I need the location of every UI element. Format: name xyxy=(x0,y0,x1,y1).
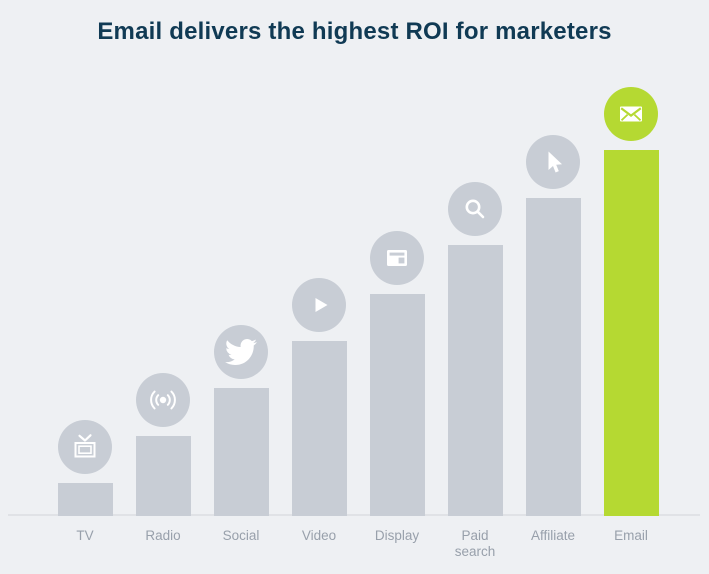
bar-affiliate xyxy=(525,198,581,516)
chart-column-video xyxy=(280,278,358,516)
category-labels: TV Radio Social Video Display Paid search Affi… xyxy=(46,528,670,560)
chart-column-email xyxy=(592,87,670,516)
icon-badge-social xyxy=(214,325,268,379)
bar-display xyxy=(369,294,425,516)
chart-title: Email delivers the highest ROI for marke… xyxy=(97,18,612,45)
browser-window-icon xyxy=(387,250,407,266)
category-label-radio: Radio xyxy=(124,528,202,560)
category-label-text: TV xyxy=(76,528,94,543)
chart-column-social xyxy=(202,325,280,516)
category-label-text: Email xyxy=(614,528,648,543)
icon-badge-display xyxy=(370,231,424,285)
icon-badge-tv xyxy=(58,420,112,474)
bar-radio xyxy=(135,436,191,516)
cursor-arrow-icon xyxy=(548,151,562,173)
envelope-icon xyxy=(620,106,642,122)
category-label-tv: TV xyxy=(46,528,124,560)
icon-badge-affiliate xyxy=(526,135,580,189)
chart-column-paid-search xyxy=(436,182,514,516)
category-label-text: Paid search xyxy=(454,528,496,559)
category-label-paid-search: Paid search xyxy=(436,528,514,560)
category-label-text: Social xyxy=(222,528,260,543)
bar-social xyxy=(213,388,269,516)
icon-badge-paid-search xyxy=(448,182,502,236)
category-label-social: Social xyxy=(202,528,280,560)
play-icon xyxy=(315,298,328,312)
icon-badge-video xyxy=(292,278,346,332)
category-label-text: Video xyxy=(301,528,337,543)
icon-badge-email xyxy=(604,87,658,141)
baseline xyxy=(8,514,700,516)
magnifier-icon xyxy=(465,199,485,219)
category-label-email: Email xyxy=(592,528,670,560)
category-label-display: Display xyxy=(358,528,436,560)
icon-badge-radio xyxy=(136,373,190,427)
radio-broadcast-icon xyxy=(150,390,176,410)
tv-icon xyxy=(74,434,96,458)
bar-email xyxy=(603,150,659,516)
chart-column-display xyxy=(358,231,436,516)
category-label-text: Radio xyxy=(145,528,181,543)
bar-chart xyxy=(46,0,670,516)
category-label-text: Affiliate xyxy=(530,528,576,543)
bar-video xyxy=(291,341,347,516)
category-label-video: Video xyxy=(280,528,358,560)
chart-column-radio xyxy=(124,373,202,516)
category-label-text: Display xyxy=(374,528,420,543)
bar-tv xyxy=(57,483,113,516)
category-label-affiliate: Affiliate xyxy=(514,528,592,560)
chart-column-tv xyxy=(46,420,124,516)
chart-column-affiliate xyxy=(514,135,592,516)
bar-paid-search xyxy=(447,245,503,516)
twitter-bird-icon xyxy=(225,338,257,366)
